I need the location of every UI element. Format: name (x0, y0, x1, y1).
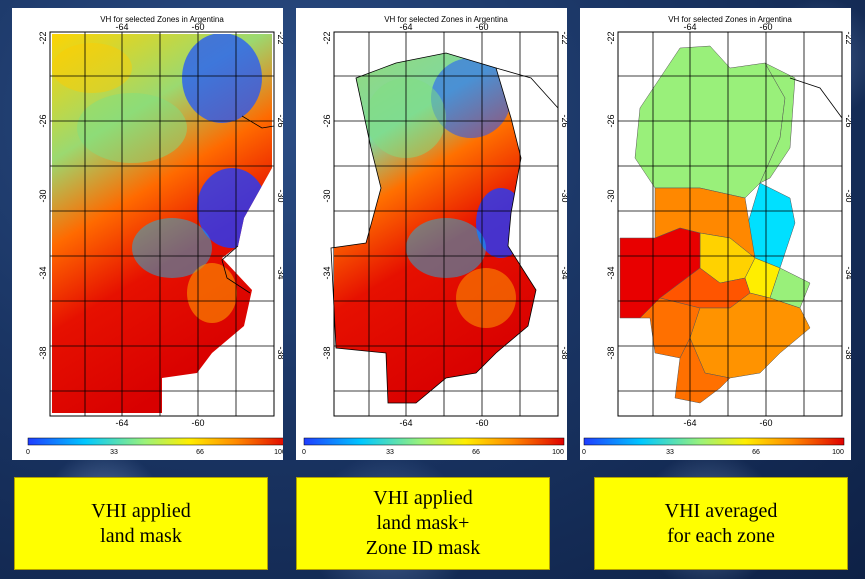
lat-tick-right: -30 (560, 189, 567, 202)
colorbar-tick: 100 (552, 449, 564, 456)
lat-tick-left: -22 (38, 31, 48, 44)
lat-tick-right: -38 (844, 346, 851, 359)
colorbar-tick: 33 (386, 449, 394, 456)
lat-tick-right: -34 (560, 266, 567, 279)
colorbar-tick: 100 (832, 449, 844, 456)
lat-tick-right: -26 (844, 114, 851, 127)
caption-line: land mask (100, 524, 182, 547)
caption-line: for each zone (667, 524, 775, 547)
lat-tick-left: -26 (38, 114, 48, 127)
caption-line: VHI applied (91, 499, 191, 522)
lat-tick-right: -38 (276, 346, 283, 359)
colorbar-tick: 0 (302, 449, 306, 456)
colorbar-tick: 33 (110, 449, 118, 456)
lon-tick-bottom: -60 (759, 418, 772, 428)
lat-tick-right: -22 (844, 31, 851, 44)
caption-land-mask: VHI applied land mask (14, 477, 268, 570)
colorbar-tick: 66 (752, 449, 760, 456)
lat-tick-right: -34 (276, 266, 283, 279)
lon-tick-top: -64 (115, 22, 128, 32)
lat-tick-left: -30 (606, 189, 616, 202)
colorbar-tick: 100 (274, 449, 283, 456)
lon-tick-top: -60 (759, 22, 772, 32)
lat-tick-right: -26 (560, 114, 567, 127)
caption-line: VHI averaged (664, 499, 778, 522)
map-title: VH for selected Zones in Argentina (100, 15, 224, 24)
colorbar (27, 437, 283, 446)
caption-line: VHI applied (373, 487, 473, 509)
map-title: VH for selected Zones in Argentina (668, 15, 792, 24)
colorbar-tick: 33 (666, 449, 674, 456)
lat-tick-left: -22 (322, 31, 332, 44)
caption-zone-mask: VHI applied land mask+ Zone ID mask (296, 477, 550, 570)
lat-tick-left: -30 (38, 189, 48, 202)
lat-tick-right: -30 (844, 189, 851, 202)
map-title: VH for selected Zones in Argentina (384, 15, 508, 24)
colorbar (303, 437, 565, 446)
lon-tick-bottom: -64 (115, 418, 128, 428)
lon-tick-top: -64 (683, 22, 696, 32)
lon-tick-top: -60 (475, 22, 488, 32)
colorbar-tick: 0 (26, 449, 30, 456)
lat-tick-right: -30 (276, 189, 283, 202)
lon-tick-bottom: -60 (191, 418, 204, 428)
colorbar-tick: 0 (582, 449, 586, 456)
lat-tick-left: -34 (606, 266, 616, 279)
graticule (618, 32, 843, 416)
lat-tick-left: -34 (38, 266, 48, 279)
lat-tick-left: -38 (606, 346, 616, 359)
lat-tick-right: -38 (560, 346, 567, 359)
lat-tick-left: -34 (322, 266, 332, 279)
lat-tick-right: -34 (844, 266, 851, 279)
colorbar (583, 437, 845, 446)
colorbar-tick: 66 (196, 449, 204, 456)
colorbar-tick: 66 (472, 449, 480, 456)
map-panel-zone-average: VH for selected Zones in Argentina (580, 8, 851, 460)
lat-tick-right: -26 (276, 114, 283, 127)
lon-tick-top: -64 (399, 22, 412, 32)
caption-line: Zone ID mask (365, 537, 481, 559)
lat-tick-left: -30 (322, 189, 332, 202)
lat-tick-left: -26 (606, 114, 616, 127)
lon-tick-bottom: -64 (683, 418, 696, 428)
lat-tick-left: -26 (322, 114, 332, 127)
lon-tick-top: -60 (191, 22, 204, 32)
caption-zone-average: VHI averaged for each zone (594, 477, 848, 570)
lat-tick-left: -38 (322, 346, 332, 359)
zone-polygons (619, 45, 811, 404)
lon-tick-bottom: -60 (475, 418, 488, 428)
lon-tick-bottom: -64 (399, 418, 412, 428)
map-panel-zone-mask: VH for selected Zones in Argentina -64 -… (296, 8, 567, 460)
lat-tick-left: -22 (606, 31, 616, 44)
lat-tick-right: -22 (276, 31, 283, 44)
lat-tick-right: -22 (560, 31, 567, 44)
graticule (50, 32, 275, 416)
caption-line: land mask+ (376, 512, 470, 534)
lat-tick-left: -38 (38, 346, 48, 359)
graticule (330, 32, 559, 416)
map-panel-land-mask: VH for selected Zones in Argentina -64 -… (12, 8, 283, 460)
